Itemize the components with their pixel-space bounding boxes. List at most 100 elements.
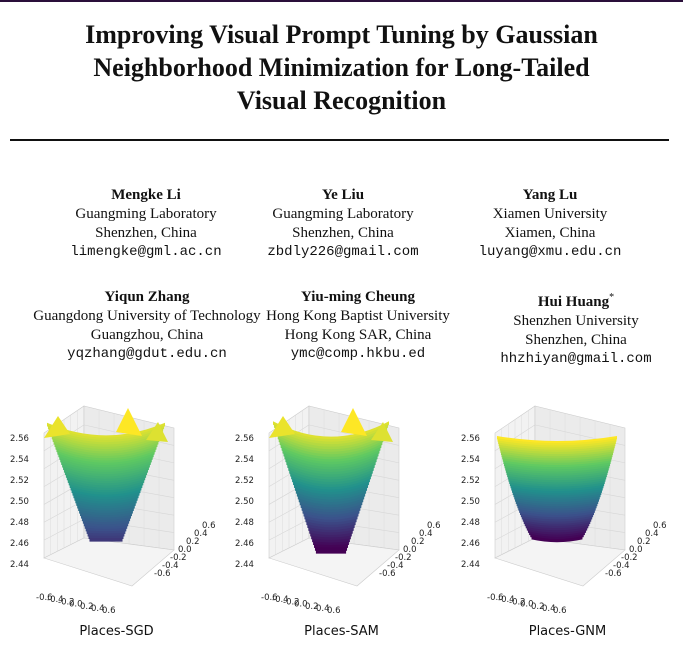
- floor-pane: [494, 537, 626, 587]
- surface-band: [315, 550, 347, 554]
- author-email[interactable]: hhzhiyan@gmail.com: [500, 351, 652, 367]
- z-tick-label: 2.54: [461, 455, 480, 465]
- surface-peak: [116, 408, 142, 436]
- z-tick-label: 2.48: [235, 518, 254, 528]
- y-tick-label: -0.2: [170, 553, 187, 563]
- author-block: Yiu-ming Cheung Hong Kong Baptist Univer…: [243, 288, 473, 364]
- y-tick-label: 0.2: [186, 537, 200, 547]
- z-tick-label: 2.50: [461, 497, 480, 507]
- author-affiliation: Guangdong University of Technology: [33, 308, 261, 324]
- y-tick-label: 0.6: [653, 521, 667, 531]
- surface-plot-svg: 2.562.542.522.502.482.462.44-0.6-0.4-0.2…: [10, 405, 216, 616]
- surface-plot-svg: 2.562.542.522.502.482.462.44-0.6-0.4-0.2…: [235, 405, 441, 616]
- author-email[interactable]: luyang@xmu.edu.cn: [478, 244, 622, 260]
- author-block: Ye Liu Guangming Laboratory Shenzhen, Ch…: [228, 186, 458, 262]
- y-tick-label: 0.2: [637, 537, 651, 547]
- author-email[interactable]: yqzhang@gdut.edu.cn: [67, 346, 227, 362]
- surface-plot-gnm: 2.56 2.54 2.52 2.50 2.48 2.46 2.44 -0.6 -0.4 -0.2…: [455, 388, 680, 646]
- x-tick-label: 0.4: [91, 604, 105, 614]
- x-tick-label: 0.2: [305, 602, 319, 612]
- author-location: Hong Kong SAR, China: [284, 327, 432, 343]
- x-tick-label: 0.6: [327, 606, 341, 616]
- surface-band: [89, 538, 123, 542]
- author-block: Yang Lu Xiamen University Xiamen, China …: [435, 186, 665, 262]
- z-tick-label: 2.52: [235, 476, 254, 486]
- z-tick-label: 2.46: [235, 539, 254, 549]
- x-tick-label: 0.0: [69, 600, 83, 610]
- y-tick-label: 0.0: [178, 545, 192, 555]
- x-tick-label: 0.6: [553, 606, 567, 616]
- y-tick-label: 0.4: [194, 529, 208, 539]
- author-email[interactable]: ymc@comp.hkbu.ed: [290, 346, 426, 362]
- surface-plot-sam: 2.56 2.54 2.52 2.50 2.48 2.46 2.44 -0.6 -0.4 -0.2…: [229, 388, 454, 646]
- z-tick-label: 2.54: [235, 455, 254, 465]
- z-tick-label: 2.48: [10, 518, 29, 528]
- author-location: Shenzhen, China: [525, 332, 627, 348]
- surface-peak: [341, 408, 367, 436]
- figure-caption: Places-SAM: [304, 624, 379, 639]
- title-line: Improving Visual Prompt Tuning by Gaussi…: [85, 20, 598, 49]
- y-tick-label: -0.4: [162, 561, 179, 571]
- y-tick-label: -0.2: [395, 553, 412, 563]
- title-line: Visual Recognition: [236, 86, 447, 115]
- surface-plot-sgd: 2.56 2.54 2.52 2.50 2.48 2.46 2.44 -0.6 -0.4 -0.2…: [4, 388, 229, 646]
- x-tick-label: -0.2: [283, 597, 300, 607]
- paper-title: Improving Visual Prompt Tuning by Gaussi…: [0, 18, 683, 117]
- y-tick-label: 0.0: [403, 545, 417, 555]
- y-tick-label: 0.4: [645, 529, 659, 539]
- author-affiliation: Hong Kong Baptist University: [266, 308, 450, 324]
- x-tick-label: -0.4: [47, 595, 64, 605]
- corresponding-marker: *: [609, 292, 615, 303]
- z-tick-label: 2.56: [461, 434, 480, 444]
- surface-band: [531, 536, 583, 543]
- author-block: Mengke Li Guangming Laboratory Shenzhen,…: [31, 186, 261, 262]
- author-location: Shenzhen, China: [95, 225, 197, 241]
- figure-caption: Places-SGD: [79, 624, 154, 639]
- floor-pane: [268, 537, 400, 587]
- x-tick-label: 0.4: [542, 604, 556, 614]
- surface-peak: [146, 422, 168, 442]
- z-tick-label: 2.46: [461, 539, 480, 549]
- author-affiliation: Xiamen University: [492, 206, 608, 222]
- y-tick-label: -0.2: [621, 553, 638, 563]
- author-name: Ye Liu: [321, 187, 365, 203]
- title-rule: [10, 139, 669, 141]
- x-tick-label: -0.6: [36, 593, 53, 603]
- author-email[interactable]: limengke@gml.ac.cn: [70, 244, 222, 260]
- y-tick-label: 0.6: [427, 521, 441, 531]
- x-tick-label: 0.2: [531, 602, 545, 612]
- y-tick-label: -0.4: [613, 561, 630, 571]
- surface-peak: [269, 416, 295, 438]
- x-tick-label: 0.0: [294, 600, 308, 610]
- author-name: Hui Huang: [537, 294, 610, 310]
- surface-peak: [371, 422, 393, 442]
- y-tick-label: -0.6: [605, 569, 622, 579]
- author-name: Yiqun Zhang: [104, 289, 190, 305]
- z-tick-label: 2.48: [461, 518, 480, 528]
- z-tick-label: 2.56: [235, 434, 254, 444]
- x-tick-label: 0.0: [520, 600, 534, 610]
- z-tick-label: 2.44: [235, 560, 254, 570]
- author-location: Shenzhen, China: [292, 225, 394, 241]
- title-line: Neighborhood Minimization for Long-Taile…: [93, 53, 590, 82]
- y-tick-label: 0.6: [202, 521, 216, 531]
- author-affiliation: Shenzhen University: [513, 313, 639, 329]
- author-name: Yang Lu: [522, 187, 578, 203]
- floor-pane: [43, 537, 175, 587]
- author-location: Xiamen, China: [504, 225, 596, 241]
- author-block: Hui Huang* Shenzhen University Shenzhen,…: [461, 288, 683, 369]
- x-tick-label: 0.2: [80, 602, 94, 612]
- author-email[interactable]: zbdly226@gmail.com: [267, 244, 419, 260]
- figure-caption: Places-GNM: [528, 624, 607, 639]
- author-location: Guangzhou, China: [90, 327, 204, 343]
- z-tick-label: 2.50: [235, 497, 254, 507]
- z-tick-label: 2.44: [10, 560, 29, 570]
- y-tick-label: 0.4: [419, 529, 433, 539]
- author-name-wrap: Hui Huang*: [461, 288, 683, 312]
- z-tick-label: 2.46: [10, 539, 29, 549]
- x-tick-label: -0.4: [498, 595, 515, 605]
- x-tick-label: -0.6: [261, 593, 278, 603]
- x-tick-label: -0.6: [487, 593, 504, 603]
- author-block: Yiqun Zhang Guangdong University of Tech…: [20, 288, 274, 364]
- y-tick-label: 0.0: [629, 545, 643, 555]
